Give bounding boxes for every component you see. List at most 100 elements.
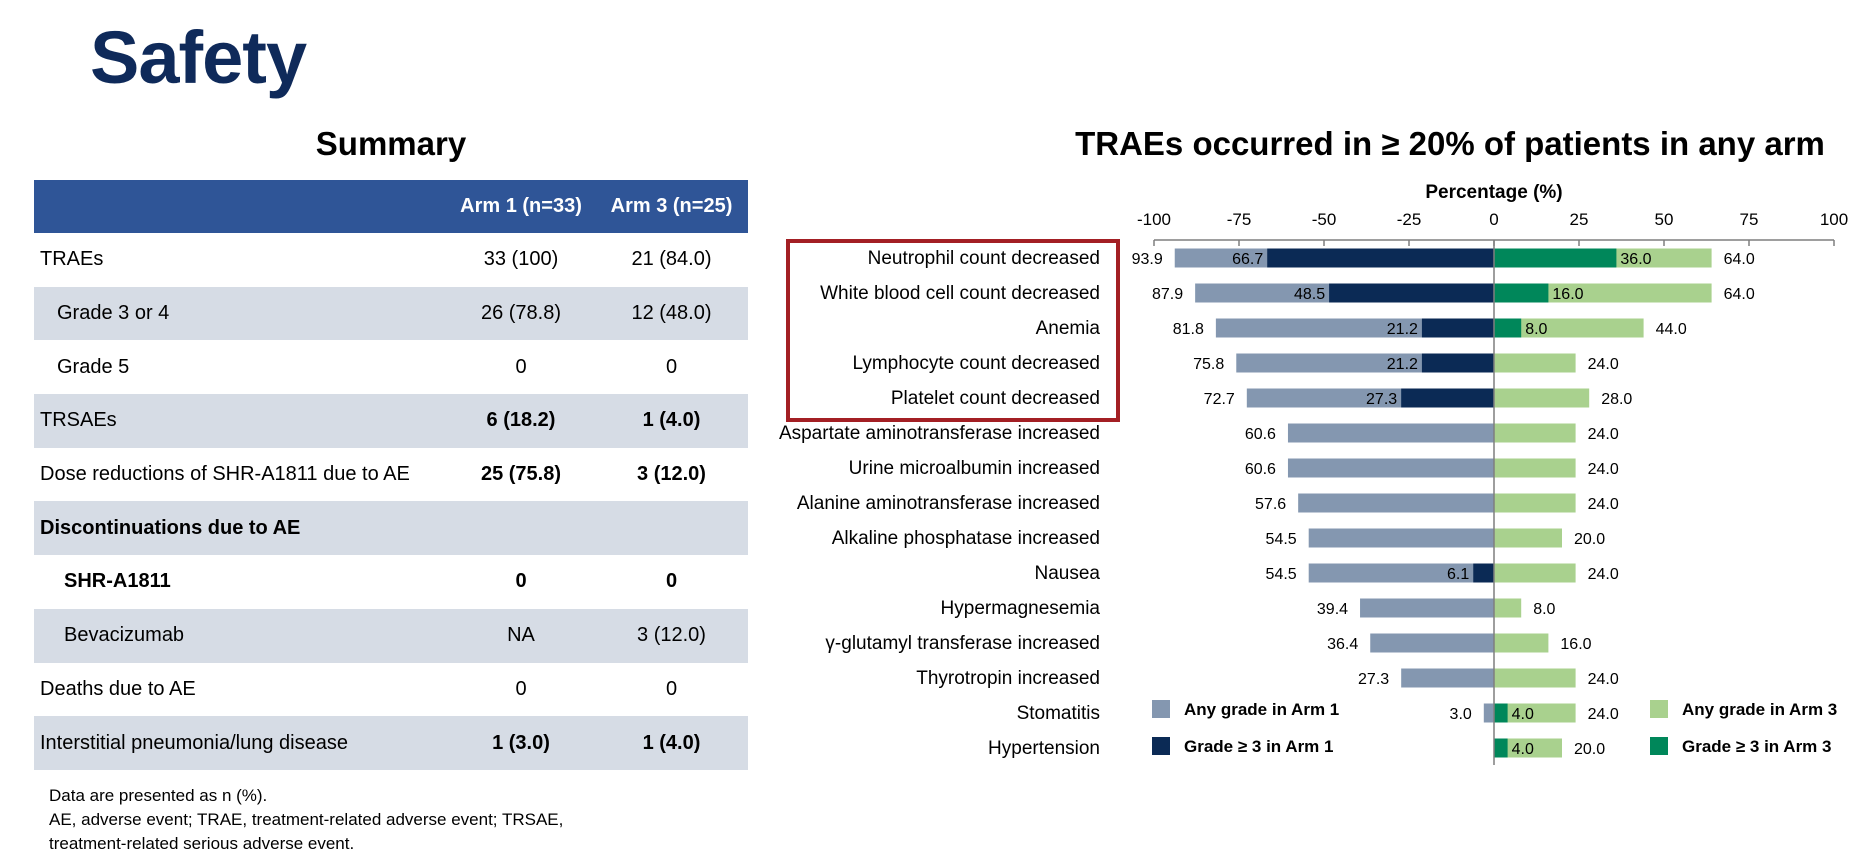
category-label: Aspartate aminotransferase increased — [779, 423, 1100, 444]
bar-any-grade-arm1 — [1308, 563, 1494, 583]
arm1-value: 6 (18.2) — [447, 394, 595, 448]
data-label-any-grade-arm1: 27.3 — [1358, 671, 1389, 688]
bar-any-grade-arm3 — [1494, 633, 1549, 653]
footnote: Data are presented as n (%). AE, adverse… — [49, 784, 689, 856]
bar-grade3-arm1 — [1267, 248, 1494, 268]
data-label-any-grade-arm1: 72.7 — [1204, 391, 1235, 408]
data-label-any-grade-arm3: 24.0 — [1588, 671, 1619, 688]
bar-any-grade-arm1 — [1287, 458, 1494, 478]
arm3-value: 21 (84.0) — [631, 248, 712, 271]
bar-any-grade-arm3 — [1494, 423, 1576, 443]
bar-grade3-arm1 — [1401, 388, 1494, 408]
arm1-value: 0 — [515, 570, 527, 593]
data-label-any-grade-arm3: 24.0 — [1588, 706, 1619, 723]
row-label: Deaths due to AE — [40, 677, 196, 700]
category-label: Hypertension — [988, 738, 1100, 759]
arm1-value: 33 (100) — [483, 248, 559, 271]
x-axis-label: Percentage (%) — [1425, 182, 1562, 203]
category-label: Platelet count decreased — [891, 388, 1100, 409]
arm1-value — [447, 501, 595, 556]
arm3-value: 0 — [665, 570, 678, 593]
legend-label: Any grade in Arm 3 — [1682, 700, 1837, 719]
summary-header-row: Arm 1 (n=33) Arm 3 (n=25) — [34, 180, 748, 233]
arm3-value: 1 (4.0) — [595, 716, 748, 770]
data-label-grade3-arm1: 21.2 — [1387, 356, 1418, 373]
legend-label: Any grade in Arm 1 — [1184, 700, 1339, 719]
category-label: Lymphocyte count decreased — [852, 353, 1100, 374]
data-label-grade3-arm1: 66.7 — [1232, 251, 1263, 268]
table-row: Grade 5 0 0 — [34, 340, 748, 394]
row-label: Discontinuations due to AE — [34, 501, 447, 556]
legend-swatch — [1650, 737, 1668, 755]
x-tick-label: -25 — [1397, 210, 1422, 229]
data-label-grade3-arm1: 6.1 — [1447, 566, 1469, 583]
legend-label: Grade ≥ 3 in Arm 1 — [1184, 737, 1333, 756]
data-label-any-grade-arm1: 54.5 — [1266, 566, 1297, 583]
bar-any-grade-arm3 — [1494, 598, 1522, 618]
data-label-grade3-arm1: 27.3 — [1366, 391, 1397, 408]
table-row: Bevacizumab NA 3 (12.0) — [34, 608, 748, 663]
data-label-grade3-arm3: 4.0 — [1512, 706, 1534, 723]
x-tick-label: 50 — [1655, 210, 1674, 229]
x-tick-label: 100 — [1820, 210, 1848, 229]
row-label: TRSAEs — [34, 394, 447, 448]
bar-grade3-arm3 — [1494, 738, 1508, 758]
bar-any-grade-arm1 — [1298, 493, 1494, 513]
bar-any-grade-arm3 — [1494, 388, 1590, 408]
bar-any-grade-arm1 — [1360, 598, 1494, 618]
category-label: Hypermagnesemia — [941, 598, 1101, 619]
data-label-any-grade-arm1: 36.4 — [1327, 636, 1358, 653]
row-label: Bevacizumab — [34, 608, 447, 663]
data-label-any-grade-arm1: 60.6 — [1245, 426, 1276, 443]
bar-any-grade-arm3 — [1494, 703, 1576, 723]
legend-label: Grade ≥ 3 in Arm 3 — [1682, 737, 1831, 756]
footnote-line: AE, adverse event; TRAE, treatment-relat… — [49, 810, 564, 829]
arm1-value: 26 (78.8) — [447, 286, 595, 341]
arm1-value: NA — [447, 608, 595, 663]
legend-swatch — [1650, 700, 1668, 718]
bar-any-grade-arm3 — [1494, 563, 1576, 583]
data-label-any-grade-arm3: 24.0 — [1588, 566, 1619, 583]
data-label-any-grade-arm3: 44.0 — [1656, 321, 1687, 338]
row-label: SHR-A1811 — [64, 570, 171, 593]
data-label-any-grade-arm3: 24.0 — [1588, 461, 1619, 478]
bar-any-grade-arm1 — [1483, 703, 1494, 723]
bar-grade3-arm3 — [1494, 248, 1617, 268]
header-blank — [34, 180, 447, 233]
row-label: Interstitial pneumonia/lung disease — [34, 716, 447, 770]
legend-swatch — [1152, 737, 1170, 755]
arm3-value: 3 (12.0) — [595, 608, 748, 663]
data-label-any-grade-arm3: 20.0 — [1574, 741, 1605, 758]
row-label: Grade 3 or 4 — [34, 286, 447, 341]
arm1-value: 25 (75.8) — [480, 463, 562, 486]
highlight-box — [786, 239, 1120, 422]
table-row: Dose reductions of SHR-A1811 due to AE 2… — [34, 448, 748, 502]
data-label-any-grade-arm3: 28.0 — [1601, 391, 1632, 408]
bar-any-grade-arm3 — [1494, 318, 1644, 338]
table-row: Deaths due to AE 0 0 — [34, 663, 748, 717]
category-label: γ-glutamyl transferase increased — [825, 633, 1100, 654]
x-tick-label: 0 — [1489, 210, 1498, 229]
data-label-any-grade-arm3: 24.0 — [1588, 496, 1619, 513]
bar-any-grade-arm3 — [1494, 458, 1576, 478]
data-label-any-grade-arm3: 64.0 — [1724, 286, 1755, 303]
arm1-value: 1 (3.0) — [447, 716, 595, 770]
bar-any-grade-arm3 — [1494, 353, 1576, 373]
legend-swatch — [1152, 700, 1170, 718]
arm3-value: 0 — [665, 677, 678, 700]
arm3-value: 12 (48.0) — [595, 286, 748, 341]
bar-grade3-arm1 — [1421, 318, 1494, 338]
bar-any-grade-arm1 — [1401, 668, 1494, 688]
table-row: Grade 3 or 4 26 (78.8) 12 (48.0) — [34, 286, 748, 341]
data-label-any-grade-arm1: 54.5 — [1266, 531, 1297, 548]
bar-any-grade-arm3 — [1494, 493, 1576, 513]
data-label-any-grade-arm1: 93.9 — [1132, 251, 1163, 268]
page-title: Safety — [90, 16, 307, 99]
data-label-grade3-arm3: 8.0 — [1525, 321, 1547, 338]
bar-grade3-arm1 — [1421, 353, 1494, 373]
x-tick-label: 25 — [1570, 210, 1589, 229]
table-row: Interstitial pneumonia/lung disease 1 (3… — [34, 716, 748, 770]
data-label-grade3-arm3: 36.0 — [1620, 251, 1651, 268]
header-arm3: Arm 3 (n=25) — [595, 180, 748, 233]
